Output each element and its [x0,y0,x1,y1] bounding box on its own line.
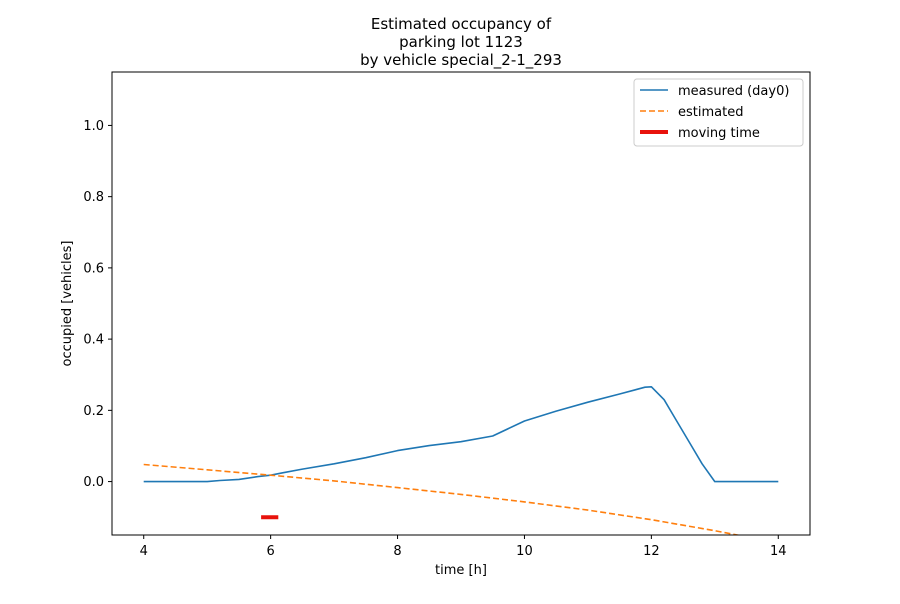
legend: measured (day0) estimated moving time [633,78,804,147]
x-tick-label: 6 [266,544,274,559]
x-axis-ticks: 4 6 8 10 12 14 [140,535,787,559]
x-tick-label: 10 [516,544,533,559]
x-tick-label: 4 [140,544,148,559]
y-tick-label: 0.0 [83,475,104,490]
x-tick-label: 12 [643,544,660,559]
y-axis-label: occupied [vehicles] [60,241,75,367]
y-tick-label: 0.6 [83,261,104,276]
y-tick-label: 1.0 [83,119,104,134]
legend-frame [633,78,804,147]
plot-frame [111,71,811,536]
chart-title-line-3: by vehicle special_2-1_293 [360,51,562,70]
series-line-measured-day0 [143,385,779,483]
legend-label-measured: measured (day0) [678,84,789,99]
series-line-estimated [143,463,742,535]
y-tick-label: 0.2 [83,404,104,419]
y-tick-label: 0.8 [83,190,104,205]
chart-title-line-2: parking lot 1123 [399,33,523,51]
legend-label-moving-time: moving time [678,126,760,141]
y-tick-label: 0.4 [83,333,104,348]
series-layer [143,385,779,535]
y-axis-ticks: 0.0 0.2 0.4 0.6 0.8 1.0 [83,119,112,490]
x-axis-label: time [h] [435,563,487,578]
x-tick-label: 14 [770,544,787,559]
x-tick-label: 8 [393,544,401,559]
chart-title-line-1: Estimated occupancy of [371,15,552,33]
legend-label-estimated: estimated [678,105,743,120]
